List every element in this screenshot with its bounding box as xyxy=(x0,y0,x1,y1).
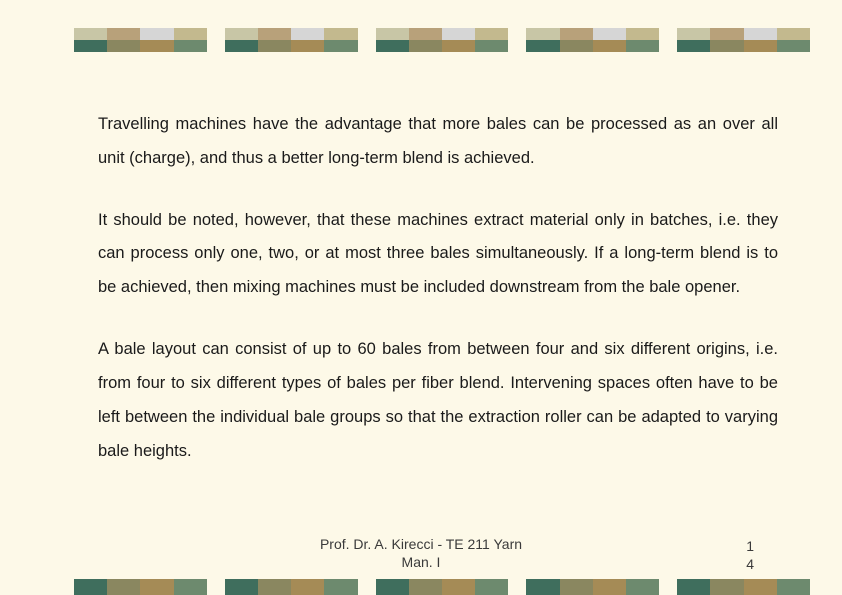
decor-cell xyxy=(174,28,207,40)
decor-row xyxy=(74,579,207,595)
decor-block xyxy=(526,579,659,595)
footer-line-2: Man. I xyxy=(0,553,842,571)
decor-cell xyxy=(442,28,475,40)
decor-cell xyxy=(526,579,559,595)
decor-cell xyxy=(174,579,207,595)
decor-cell xyxy=(409,28,442,40)
decor-cell xyxy=(744,579,777,595)
decor-cell xyxy=(526,28,559,40)
decor-row xyxy=(376,40,509,52)
decor-cell xyxy=(107,28,140,40)
decor-cell xyxy=(409,579,442,595)
footer-line-1: Prof. Dr. A. Kirecci - TE 211 Yarn xyxy=(0,535,842,553)
decor-cell xyxy=(291,40,324,52)
decor-cell xyxy=(376,579,409,595)
decor-cell xyxy=(225,28,258,40)
decor-cell xyxy=(475,40,508,52)
decor-cell xyxy=(777,28,810,40)
decor-cell xyxy=(291,579,324,595)
decor-block xyxy=(225,28,358,52)
decor-cell xyxy=(593,28,626,40)
decor-cell xyxy=(107,40,140,52)
decor-row xyxy=(74,40,207,52)
decor-block xyxy=(376,579,509,595)
decor-row xyxy=(677,40,810,52)
decor-block xyxy=(677,579,810,595)
decor-cell xyxy=(710,28,743,40)
decor-row xyxy=(225,579,358,595)
decor-cell xyxy=(710,579,743,595)
decor-row xyxy=(74,28,207,40)
paragraph-1: Travelling machines have the advantage t… xyxy=(98,108,778,176)
decor-block xyxy=(74,579,207,595)
decor-row xyxy=(225,40,358,52)
decor-row xyxy=(526,40,659,52)
decor-cell xyxy=(74,579,107,595)
decor-cell xyxy=(560,579,593,595)
decor-block xyxy=(526,28,659,52)
decor-cell xyxy=(710,40,743,52)
decor-row xyxy=(677,579,810,595)
decor-cell xyxy=(225,40,258,52)
decor-cell xyxy=(140,40,173,52)
decor-cell xyxy=(777,40,810,52)
paragraph-3: A bale layout can consist of up to 60 ba… xyxy=(98,333,778,468)
bottom-decor-band xyxy=(74,579,810,595)
page-number-b: 4 xyxy=(746,555,754,573)
decor-cell xyxy=(560,40,593,52)
decor-row xyxy=(376,28,509,40)
decor-cell xyxy=(258,579,291,595)
decor-cell xyxy=(777,579,810,595)
decor-block xyxy=(376,28,509,52)
decor-row xyxy=(526,28,659,40)
decor-cell xyxy=(442,40,475,52)
decor-row xyxy=(526,579,659,595)
decor-cell xyxy=(324,40,357,52)
decor-block xyxy=(74,28,207,52)
decor-cell xyxy=(626,28,659,40)
decor-cell xyxy=(475,28,508,40)
top-decor-band xyxy=(74,28,810,52)
decor-cell xyxy=(107,579,140,595)
decor-cell xyxy=(74,28,107,40)
decor-cell xyxy=(626,579,659,595)
decor-cell xyxy=(291,28,324,40)
decor-cell xyxy=(324,28,357,40)
decor-cell xyxy=(376,40,409,52)
decor-cell xyxy=(593,40,626,52)
page-number: 1 4 xyxy=(746,537,754,573)
decor-cell xyxy=(677,28,710,40)
decor-block xyxy=(677,28,810,52)
decor-cell xyxy=(526,40,559,52)
decor-cell xyxy=(324,579,357,595)
decor-cell xyxy=(258,40,291,52)
decor-cell xyxy=(677,579,710,595)
decor-cell xyxy=(560,28,593,40)
decor-cell xyxy=(140,28,173,40)
decor-cell xyxy=(677,40,710,52)
decor-cell xyxy=(376,28,409,40)
decor-cell xyxy=(74,40,107,52)
decor-cell xyxy=(475,579,508,595)
page-number-a: 1 xyxy=(746,537,754,555)
decor-cell xyxy=(258,28,291,40)
decor-cell xyxy=(409,40,442,52)
decor-block xyxy=(225,579,358,595)
decor-cell xyxy=(174,40,207,52)
decor-row xyxy=(225,28,358,40)
footer-credit: Prof. Dr. A. Kirecci - TE 211 Yarn Man. … xyxy=(0,535,842,571)
decor-cell xyxy=(744,40,777,52)
decor-row xyxy=(677,28,810,40)
decor-cell xyxy=(140,579,173,595)
decor-cell xyxy=(626,40,659,52)
decor-cell xyxy=(442,579,475,595)
decor-cell xyxy=(593,579,626,595)
decor-cell xyxy=(225,579,258,595)
paragraph-2: It should be noted, however, that these … xyxy=(98,204,778,305)
decor-row xyxy=(376,579,509,595)
slide-body: Travelling machines have the advantage t… xyxy=(98,108,778,468)
decor-cell xyxy=(744,28,777,40)
